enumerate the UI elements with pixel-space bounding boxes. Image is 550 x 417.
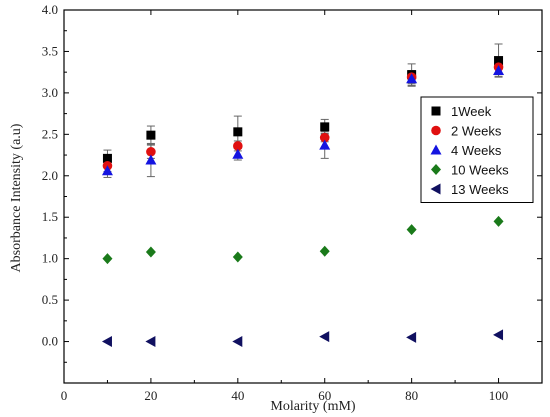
y-axis-title: Absorbance Intensity (a.u) bbox=[9, 123, 24, 272]
marker-2-weeks bbox=[319, 132, 330, 143]
marker-13-weeks bbox=[319, 331, 330, 343]
legend-marker-4-weeks bbox=[430, 144, 442, 155]
y-tick-label: 3.5 bbox=[42, 43, 58, 58]
marker-13-weeks bbox=[101, 336, 112, 348]
y-tick-label: 1.0 bbox=[42, 251, 58, 266]
marker-4-weeks bbox=[319, 139, 331, 150]
marker-10-weeks bbox=[232, 251, 243, 263]
marker-4-weeks bbox=[101, 165, 113, 176]
marker-10-weeks bbox=[319, 245, 330, 257]
legend-label-13-weeks: 13 Weeks bbox=[451, 182, 509, 197]
marker-10-weeks bbox=[493, 215, 504, 227]
legend-label-2-weeks: 2 Weeks bbox=[451, 124, 502, 139]
marker-13-weeks bbox=[232, 336, 243, 348]
legend: 1Week 2 Weeks 4 Weeks 10 Weeks 13 Weeks bbox=[420, 96, 534, 203]
marker-1week bbox=[494, 56, 504, 66]
marker-4-weeks bbox=[232, 148, 244, 159]
marker-10-weeks bbox=[102, 253, 113, 265]
legend-label-1week: 1Week bbox=[451, 104, 492, 119]
y-tick-label: 1.5 bbox=[42, 209, 58, 224]
marker-1week bbox=[233, 127, 243, 137]
y-tick-label: 2.0 bbox=[42, 168, 58, 183]
tick-labels: 0 20 40 60 80 100 0.0 0.5 1.0 1.5 2.0 2.5 3.0 3.5 4.0 bbox=[42, 2, 509, 403]
legend-label-4-weeks: 4 Weeks bbox=[451, 143, 502, 158]
legend-marker-2-weeks bbox=[431, 125, 441, 136]
legend-marker-1week bbox=[431, 106, 441, 116]
marker-1week bbox=[320, 122, 330, 132]
marker-4-weeks bbox=[493, 65, 505, 76]
marker-13-weeks bbox=[493, 329, 504, 341]
marker-1week bbox=[146, 130, 156, 140]
legend-marker-10-weeks bbox=[431, 164, 441, 175]
marker-4-weeks bbox=[406, 73, 418, 84]
y-tick-label: 4.0 bbox=[42, 2, 58, 17]
axis-ticks bbox=[63, 9, 542, 383]
marker-1week bbox=[102, 153, 112, 163]
legend-marker-13-weeks bbox=[430, 183, 441, 195]
y-tick-label: 0.5 bbox=[42, 292, 58, 307]
x-tick-label: 80 bbox=[405, 388, 418, 403]
x-tick-label: 20 bbox=[144, 388, 157, 403]
marker-4-weeks bbox=[145, 154, 157, 165]
marker-10-weeks bbox=[406, 224, 417, 236]
legend-label-10-weeks: 10 Weeks bbox=[451, 163, 509, 178]
data-markers bbox=[101, 56, 505, 348]
x-tick-label: 100 bbox=[489, 388, 509, 403]
marker-10-weeks bbox=[145, 246, 156, 258]
x-axis-title: Molarity (mM) bbox=[270, 399, 355, 414]
y-tick-label: 3.0 bbox=[42, 85, 58, 100]
marker-13-weeks bbox=[145, 336, 156, 348]
x-tick-label: 0 bbox=[61, 388, 68, 403]
x-tick-label: 40 bbox=[231, 388, 244, 403]
y-tick-label: 0.0 bbox=[42, 334, 58, 349]
x-tick-label: 60 bbox=[318, 388, 331, 403]
marker-2-weeks bbox=[233, 141, 243, 151]
marker-13-weeks bbox=[406, 331, 417, 343]
marker-2-weeks bbox=[146, 146, 156, 157]
y-tick-label: 2.5 bbox=[42, 126, 58, 141]
